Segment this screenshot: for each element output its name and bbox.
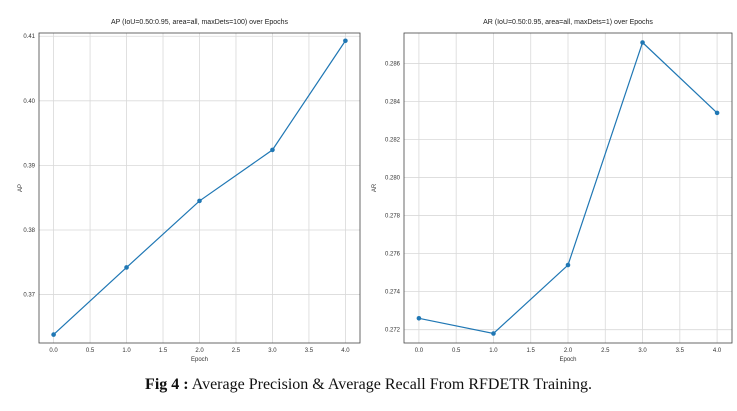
y-tick-label: 0.286 [385,61,401,67]
x-tick-label: 2.0 [564,348,573,354]
x-tick-label: 3.0 [638,348,647,354]
plot-frame [38,32,361,344]
x-tick-label: 3.0 [268,348,277,354]
data-point [197,198,202,204]
plot-frame [403,32,733,344]
y-tick-label: 0.276 [385,252,401,258]
x-tick-label: 0.5 [452,348,461,354]
data-point [343,38,348,44]
data-point [714,110,720,116]
data-point [124,265,129,270]
x-tick-label: 2.5 [232,348,241,354]
y-axis-label: AP [18,184,24,192]
y-tick-label: 0.278 [385,214,401,220]
x-axis-label: Epoch [191,357,208,363]
caption-label: Fig 4 : [145,376,189,393]
ar-chart: 0.0 0.5 1.0 1.5 2.0 2.5 3.0 3.5 4.0 0.272 0.274 0.2… [372,19,733,363]
x-tick-label: 1.5 [159,348,168,354]
y-tick-label: 0.284 [385,99,401,105]
y-tick-label: 0.272 [385,328,401,334]
y-tick-label: 0.274 [385,290,401,296]
y-tick-label: 0.39 [23,163,35,169]
data-point [640,40,645,45]
x-tick-label: 1.5 [527,348,536,354]
y-tick-label: 0.37 [23,293,35,299]
chart-title: AP (IoU=0.50:0.95, area=all, maxDets=100… [111,19,289,26]
data-point [51,332,56,337]
x-tick-label: 3.5 [676,348,685,354]
x-tick-label: 4.0 [713,348,722,354]
y-tick-label: 0.41 [23,34,35,40]
x-tick-label: 2.0 [195,348,204,354]
data-point [270,147,275,153]
x-tick-label: 1.0 [122,348,131,354]
y-tick-label: 0.280 [385,176,401,182]
y-axis-label: AR [372,183,378,192]
x-tick-label: 2.5 [601,348,610,354]
ap-chart: 0.0 0.5 1.0 1.5 2.0 2.5 3.0 3.5 4.0 0.37 0.38 0.39 0… [18,19,361,363]
data-point [491,331,496,336]
y-tick-label: 0.40 [23,99,35,105]
y-tick-label: 0.38 [23,228,35,234]
y-tick-label: 0.282 [385,138,401,144]
caption-text: Average Precision & Average Recall From … [188,376,592,393]
x-tick-label: 4.0 [341,348,350,354]
x-tick-label: 0.0 [415,348,424,354]
chart-title: AR (IoU=0.50:0.95, area=all, maxDets=1) … [483,19,653,26]
x-tick-label: 3.5 [305,348,314,354]
x-tick-label: 1.0 [489,348,498,354]
x-tick-label: 0.5 [86,348,95,354]
x-axis-label: Epoch [559,357,576,363]
x-tick-label: 0.0 [49,348,58,354]
data-point [416,315,422,321]
figure-caption: Fig 4 : Average Precision & Average Reca… [0,376,737,394]
data-point [565,262,571,268]
